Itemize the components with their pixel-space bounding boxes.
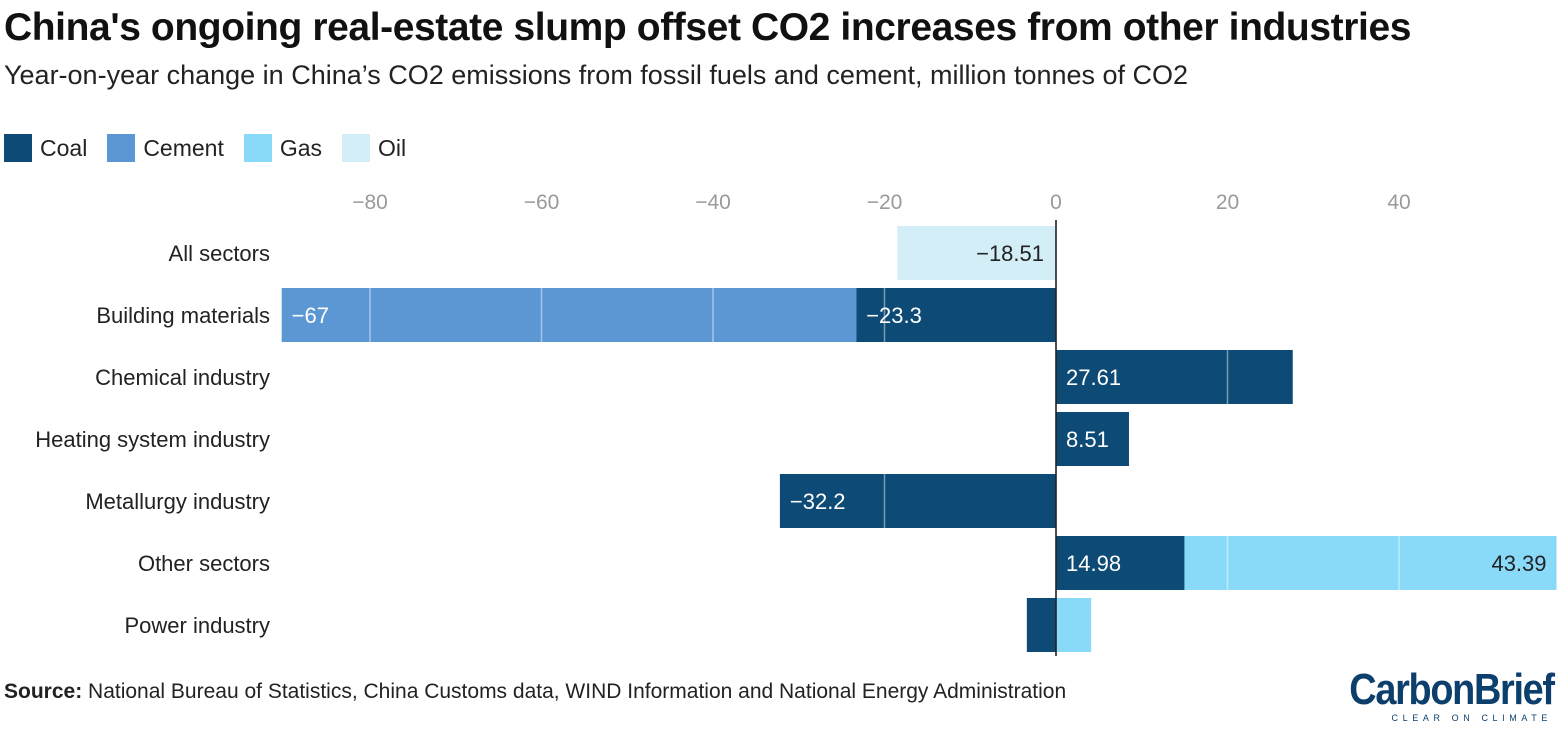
data-label-other-sectors-coal: 14.98: [1066, 551, 1121, 576]
legend-label-cement: Cement: [143, 134, 224, 161]
bar-building-materials-coal: [856, 288, 1056, 342]
bar-heating-system-industry-coal: [1056, 412, 1129, 466]
x-tick-label: −60: [524, 191, 560, 214]
x-tick-label: −40: [695, 191, 731, 214]
bar-other-sectors-gas: [1184, 536, 1557, 590]
bar-chemical-industry-coal: [1056, 350, 1293, 404]
y-category-label: Heating system industry: [35, 427, 270, 452]
bar-chart: −80 −60 −40 −20 0 20 40 All sectors Building mat…: [35, 191, 1557, 656]
legend-swatch-coal: [4, 134, 32, 162]
data-label-heating-system-industry-coal: 8.51: [1066, 427, 1109, 452]
bar-building-materials-cement: [281, 288, 857, 342]
data-label-chemical-industry-coal: 27.61: [1066, 365, 1121, 390]
chart-subtitle: Year-on-year change in China’s CO2 emiss…: [4, 60, 1189, 90]
bar-power-industry-coal: [1026, 598, 1056, 652]
legend-swatch-oil: [342, 134, 371, 162]
x-tick-label: 20: [1216, 191, 1239, 214]
legend-item-coal: Coal: [4, 134, 87, 162]
bar-metallurgy-industry-coal: [779, 474, 1056, 528]
logo-tagline: CLEAR ON CLIMATE: [1391, 713, 1552, 723]
logo-wordmark: CarbonBrief: [1349, 665, 1556, 714]
y-category-label: All sectors: [169, 241, 270, 266]
legend-item-oil: Oil: [342, 134, 406, 162]
y-category-label: Metallurgy industry: [85, 489, 270, 514]
legend-swatch-cement: [107, 134, 136, 162]
chart-title: China's ongoing real-estate slump offset…: [4, 6, 1412, 49]
bar-other-sectors-coal: [1056, 536, 1185, 590]
legend-label-oil: Oil: [378, 134, 407, 161]
x-tick-label: 0: [1050, 191, 1062, 214]
legend-label-gas: Gas: [279, 134, 323, 161]
bar-power-industry-gas: [1056, 598, 1092, 652]
y-category-label: Building materials: [96, 303, 270, 328]
x-tick-label: −20: [867, 191, 903, 214]
source-label: Source:: [4, 680, 83, 703]
bar-all-sectors-oil: [897, 226, 1056, 280]
x-tick-label: 40: [1387, 191, 1410, 214]
source-text: National Bureau of Statistics, China Cus…: [88, 680, 1067, 703]
source-note: Source: National Bureau of Statistics, C…: [4, 680, 1066, 704]
legend: Coal Cement Gas Oil: [4, 133, 426, 163]
data-label-building-materials-cement: −67: [292, 303, 329, 328]
legend-item-cement: Cement: [107, 134, 224, 162]
data-label-other-sectors-gas: 43.39: [1491, 551, 1546, 576]
legend-swatch-gas: [243, 134, 272, 162]
data-label-metallurgy-industry-coal: −32.2: [790, 489, 846, 514]
carbonbrief-logo: CarbonBrief CLEAR ON CLIMATE: [1316, 665, 1556, 724]
data-label-all-sectors-oil: −18.51: [976, 241, 1044, 266]
x-tick-label: −80: [352, 191, 388, 214]
y-category-label: Power industry: [124, 613, 270, 638]
legend-label-coal: Coal: [40, 134, 88, 161]
y-category-label: Chemical industry: [95, 365, 270, 390]
y-category-label: Other sectors: [138, 551, 270, 576]
data-label-building-materials-coal: −23.3: [866, 303, 922, 328]
legend-item-gas: Gas: [243, 134, 323, 162]
